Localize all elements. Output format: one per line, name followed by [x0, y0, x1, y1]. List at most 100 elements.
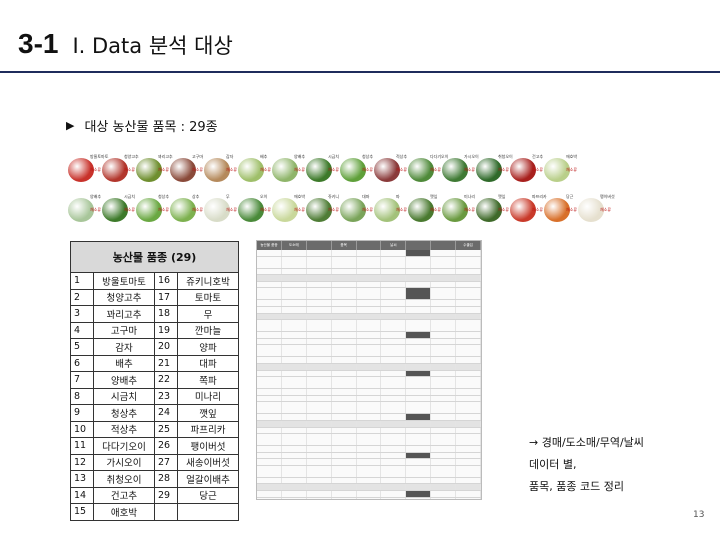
- crop-index-cell: 3: [70, 305, 94, 323]
- spreadsheet-cell: [332, 389, 357, 395]
- spreadsheet-row: [257, 452, 481, 460]
- vegetable-tag: 채소류: [532, 207, 544, 212]
- spreadsheet-cell: [282, 452, 307, 459]
- spreadsheet-cell: [331, 484, 357, 491]
- vegetable-thumbnail: 가시오이 채소류: [440, 151, 479, 191]
- spreadsheet-cell: [332, 357, 357, 363]
- spreadsheet-row: [257, 446, 481, 453]
- vegetable-photo: [544, 198, 570, 222]
- spreadsheet-cell: [357, 377, 382, 389]
- spreadsheet-row: [257, 281, 481, 289]
- spreadsheet-header-cell: 수출입: [456, 241, 481, 250]
- spreadsheet-cell: [306, 275, 332, 281]
- vegetable-thumbnail: 청상추 채소류: [134, 191, 169, 231]
- spreadsheet-cell: [381, 389, 407, 395]
- spreadsheet-cell: [381, 357, 407, 363]
- vegetable-image-row-1: 방울토마토 채소류 청양고추 채소류 꽈리고추 채소류 고구마 채소류 감자 채소류 배추 채소류 양배…: [66, 151, 577, 191]
- spreadsheet-cell: [356, 313, 382, 320]
- spreadsheet-row: [257, 320, 481, 333]
- vegetable-tag: 채소류: [498, 207, 510, 212]
- spreadsheet-cell: [307, 370, 332, 377]
- spreadsheet-row: [257, 268, 481, 276]
- spreadsheet-cell: [332, 434, 357, 446]
- spreadsheet-cell: [456, 446, 481, 452]
- vegetable-tag: 채소류: [90, 207, 102, 212]
- vegetable-thumbnail: 방울토마토 채소류: [66, 151, 108, 191]
- spreadsheet-cell: [357, 332, 382, 338]
- spreadsheet-cell: [456, 395, 481, 402]
- spreadsheet-cell: [357, 281, 382, 288]
- spreadsheet-row: [257, 357, 481, 364]
- spreadsheet-cell: [357, 300, 382, 306]
- spreadsheet-cell: [281, 313, 307, 320]
- spreadsheet-cell: [357, 497, 382, 499]
- crop-name-cell: 애호박: [92, 503, 155, 521]
- vegetable-name: 애호박: [294, 194, 306, 199]
- vegetable-thumbnail: 배추 채소류: [236, 151, 271, 191]
- vegetable-photo: [272, 158, 298, 182]
- spreadsheet-cell: [356, 484, 382, 491]
- spreadsheet-cell: [257, 389, 282, 395]
- spreadsheet-cell: [381, 345, 407, 357]
- vegetable-name: 깻잎: [430, 194, 438, 199]
- spreadsheet-cell: [257, 377, 282, 389]
- spreadsheet-cell: [456, 465, 481, 477]
- spreadsheet-row: [257, 497, 481, 499]
- code-spreadsheet-thumbnail: 농산물 품종 도소매 품목 날씨 수출입: [256, 240, 482, 500]
- spreadsheet-cell: [456, 288, 481, 300]
- crop-index-cell: 2: [70, 288, 94, 306]
- spreadsheet-cell: [357, 446, 382, 452]
- vegetable-tag: 채소류: [396, 207, 408, 212]
- vegetable-thumbnail: 무 채소류: [202, 191, 237, 231]
- crop-name-cell: 취청오이: [92, 470, 155, 488]
- spreadsheet-cell: [456, 256, 481, 268]
- note-line-3: 품목, 품종 코드 정리: [529, 480, 624, 493]
- crop-index-cell: 18: [153, 305, 178, 323]
- spreadsheet-cell: [307, 268, 332, 275]
- crop-name-cell: 쪽파: [176, 371, 240, 389]
- spreadsheet-cell: [406, 395, 432, 402]
- crop-index-cell: 22: [153, 371, 178, 389]
- spreadsheet-cell: [456, 389, 481, 395]
- vegetable-name: 파: [396, 194, 400, 199]
- spreadsheet-row: [257, 250, 481, 257]
- vegetable-photo: [204, 158, 230, 182]
- crop-index-cell: [153, 503, 178, 521]
- crop-index-cell: 10: [70, 420, 94, 438]
- spreadsheet-cell: [257, 491, 282, 497]
- crop-name-cell: 무: [176, 305, 240, 323]
- spreadsheet-cell: [381, 434, 407, 446]
- spreadsheet-cell: [307, 452, 332, 459]
- slide-title: 3-1 I. Data 분석 대상: [18, 28, 233, 60]
- vegetable-name: 방울토마토: [90, 154, 109, 159]
- spreadsheet-cell: [431, 377, 457, 389]
- vegetable-tag: 채소류: [464, 167, 476, 172]
- spreadsheet-cell: [381, 281, 407, 288]
- vegetable-tag: 채소류: [600, 207, 612, 212]
- spreadsheet-cell: [357, 427, 382, 434]
- vegetable-tag: 채소류: [532, 167, 544, 172]
- spreadsheet-cell: [431, 427, 457, 434]
- spreadsheet-cell: [332, 497, 357, 499]
- crop-index-cell: 11: [70, 437, 94, 455]
- spreadsheet-cell: [381, 306, 407, 313]
- spreadsheet-cell: [357, 345, 382, 357]
- vegetable-tag: 채소류: [328, 207, 340, 212]
- spreadsheet-cell: [431, 446, 457, 452]
- spreadsheet-cell: [456, 377, 481, 389]
- spreadsheet-row: [257, 306, 481, 314]
- spreadsheet-cell: [406, 250, 432, 256]
- vegetable-photo: [374, 198, 400, 222]
- spreadsheet-cell: [406, 338, 432, 345]
- spreadsheet-cell: [332, 452, 357, 459]
- spreadsheet-cell: [406, 477, 432, 484]
- spreadsheet-cell: [307, 256, 332, 268]
- spreadsheet-cell: [456, 420, 481, 427]
- spreadsheet-cell: [456, 268, 481, 275]
- spreadsheet-row: [257, 370, 481, 378]
- spreadsheet-cell: [456, 250, 481, 256]
- spreadsheet-row: [257, 338, 481, 346]
- spreadsheet-cell: [406, 313, 432, 320]
- spreadsheet-header-row: 농산물 품종 도소매 품목 날씨 수출입: [257, 241, 481, 250]
- spreadsheet-cell: [307, 491, 332, 497]
